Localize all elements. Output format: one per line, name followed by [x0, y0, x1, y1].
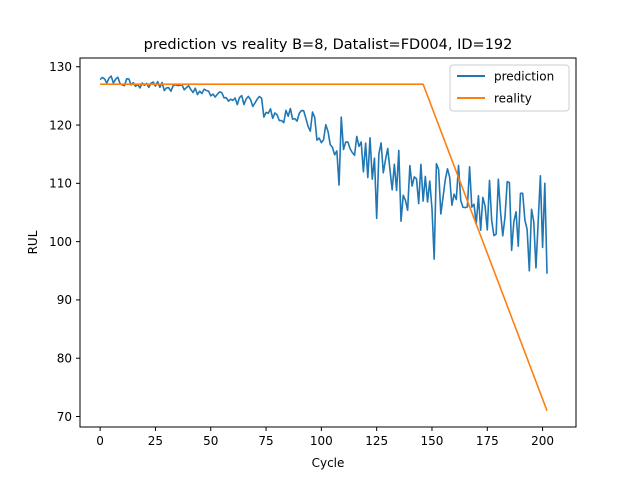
x-tick-label: 125 — [365, 434, 388, 448]
series-layer — [99, 75, 548, 411]
legend-label-prediction: prediction — [494, 70, 554, 84]
x-tick-label: 50 — [203, 434, 218, 448]
x-tick-label: 100 — [310, 434, 333, 448]
x-tick-label: 25 — [148, 434, 163, 448]
x-tick-label: 150 — [421, 434, 444, 448]
x-tick-label: 75 — [258, 434, 273, 448]
series-line-prediction — [99, 75, 548, 274]
y-axis-title: RUL — [26, 230, 40, 254]
series-line-reality — [100, 83, 548, 411]
y-axis: 70 80 90 100 110 120 130 — [49, 60, 80, 424]
y-tick-label: 130 — [49, 60, 72, 74]
y-tick-label: 100 — [49, 235, 72, 249]
plot-frame — [79, 57, 577, 428]
x-tick-label: 0 — [96, 434, 104, 448]
y-tick-label: 110 — [49, 177, 72, 191]
y-tick-label: 70 — [57, 410, 72, 424]
y-tick-label: 120 — [49, 118, 72, 132]
chart-title: prediction vs reality B=8, Datalist=FD00… — [144, 37, 513, 53]
x-tick-label: 200 — [531, 434, 554, 448]
y-tick-label: 80 — [57, 352, 72, 366]
x-tick-label: 175 — [476, 434, 499, 448]
y-tick-label: 90 — [57, 293, 72, 307]
legend: prediction reality — [449, 64, 570, 112]
x-axis-title: Cycle — [312, 456, 345, 470]
legend-label-reality: reality — [494, 92, 532, 106]
x-axis: 0 25 50 75 100 125 150 175 200 — [96, 427, 554, 448]
